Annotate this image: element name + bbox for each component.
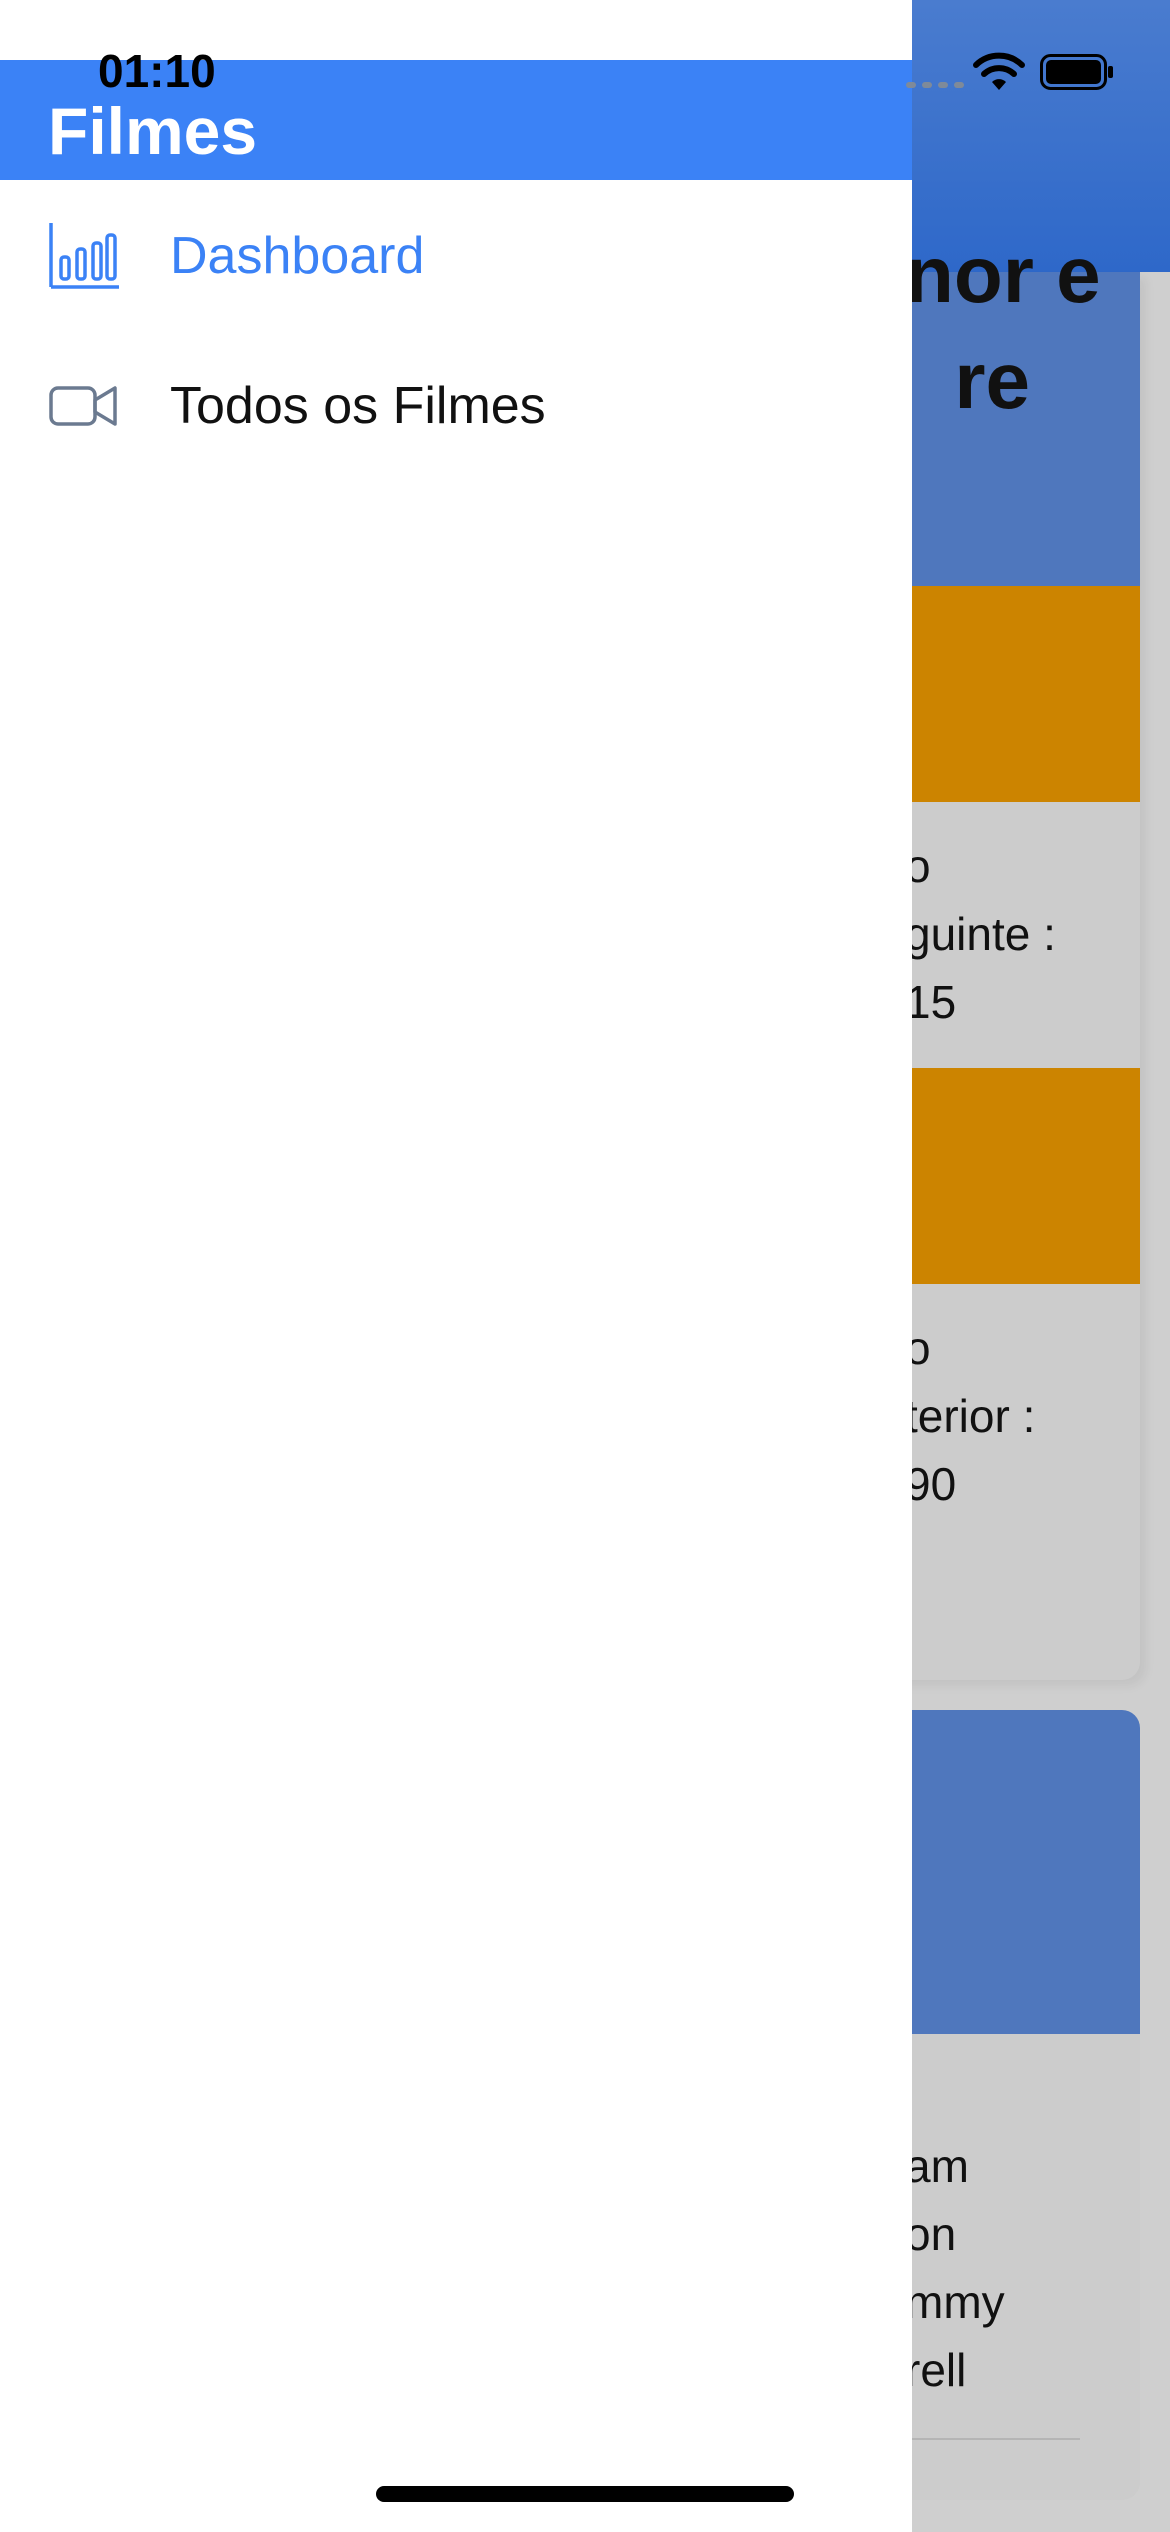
divider: [880, 2438, 1080, 2440]
drawer-item-dashboard[interactable]: Dashboard: [0, 186, 912, 326]
drawer-item-label: Todos os Filmes: [170, 377, 546, 435]
background-card-header: [880, 1710, 1140, 2034]
background-card-text: am on mmy rell: [905, 2140, 1005, 2396]
drawer-header: Filmes: [0, 60, 912, 180]
background-card-band: [880, 586, 1140, 802]
background-card-text: o terior : 90: [905, 1322, 1036, 1510]
background-card-text: o guinte : 15: [905, 840, 1056, 1028]
video-camera-icon: [48, 370, 120, 442]
drawer-title: Filmes: [48, 94, 258, 168]
home-indicator[interactable]: [376, 2486, 794, 2502]
background-card-title: nor e re: [905, 230, 1101, 425]
background-card-band: [880, 1068, 1140, 1284]
bar-chart-icon: [48, 220, 120, 292]
drawer-item-label: Dashboard: [170, 227, 425, 285]
background-card-header: [880, 272, 1140, 586]
navigation-drawer: Filmes Dashboard Todos os Filmes: [0, 0, 912, 2532]
background-card[interactable]: [880, 272, 1140, 1680]
background-card[interactable]: [880, 1710, 1140, 2500]
drawer-item-all-films[interactable]: Todos os Filmes: [0, 336, 912, 476]
